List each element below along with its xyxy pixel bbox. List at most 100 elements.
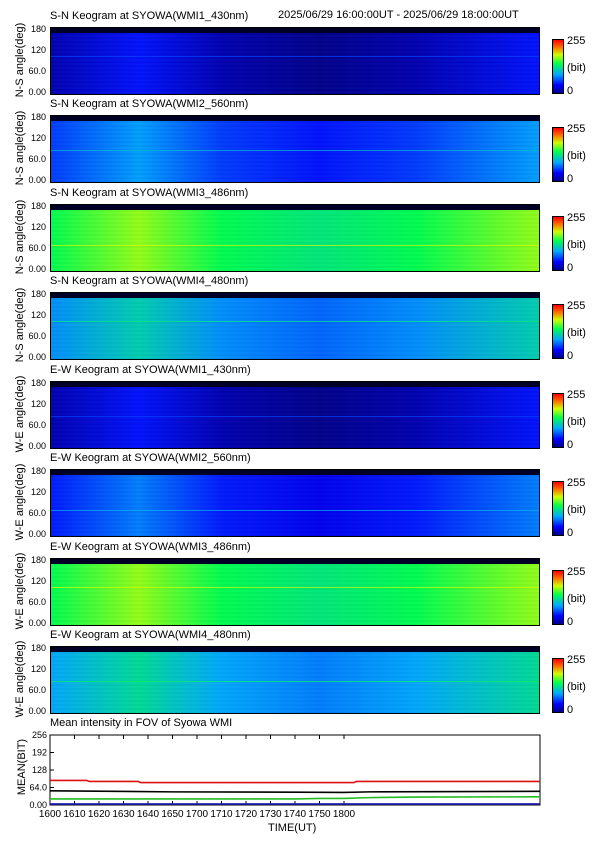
- keogram-ytick: 60.0: [28, 597, 46, 607]
- keogram-fov-edge: [51, 559, 539, 564]
- keogram-fov-edge: [51, 293, 539, 298]
- x-tick-label: 1620: [88, 809, 111, 820]
- keogram-ytick: 120: [30, 222, 46, 232]
- keogram-image-4: [50, 292, 540, 360]
- keogram-ytick: 180: [30, 24, 46, 34]
- keogram-ytick: 180: [30, 466, 46, 476]
- colorbar-unit-label: (bit): [567, 416, 586, 428]
- x-axis-label: TIME(UT): [268, 822, 317, 834]
- keogram-ytick: 120: [30, 310, 46, 320]
- keogram-arc-streak: [51, 416, 539, 417]
- colorbar: [552, 39, 564, 94]
- series-line-560: [50, 795, 541, 800]
- colorbar-max-label: 255: [567, 300, 586, 312]
- keogram-ytick: 60.0: [28, 66, 46, 76]
- colorbar-unit-label: (bit): [567, 239, 586, 251]
- y-tick-label: 0.00: [29, 800, 47, 810]
- keogram-ytick: 60.0: [28, 331, 46, 341]
- colorbar-min-label: 0: [567, 704, 574, 716]
- keogram-ytick: 180: [30, 643, 46, 653]
- x-tick-label: 1750: [308, 809, 331, 820]
- x-tick-label: 1600: [39, 809, 62, 820]
- x-tick-label: 1720: [235, 809, 258, 820]
- keogram-ytick: 0.00: [28, 264, 46, 274]
- colorbar-min-label: 0: [567, 173, 574, 185]
- keogram-image-3: [50, 204, 540, 272]
- colorbar-min-label: 0: [567, 85, 574, 97]
- colorbar: [552, 481, 564, 536]
- keogram-title-8: E-W Keogram at SYOWA(WMI4_480nm): [50, 629, 251, 641]
- keogram-ytick: 60.0: [28, 508, 46, 518]
- colorbar-unit-label: (bit): [567, 681, 586, 693]
- colorbar-unit-label: (bit): [567, 150, 586, 162]
- keogram-arc-streak: [51, 150, 539, 151]
- keogram-fov-edge: [51, 205, 539, 210]
- x-tick-label: 1640: [137, 809, 160, 820]
- keogram-title-6: E-W Keogram at SYOWA(WMI2_560nm): [50, 452, 251, 464]
- colorbar: [552, 658, 564, 713]
- keogram-image-1: [50, 27, 540, 95]
- x-tick-label: 1800: [333, 809, 356, 820]
- keogram-ytick: 120: [30, 664, 46, 674]
- x-tick-label: 1710: [210, 809, 233, 820]
- keogram-ytick: 60.0: [28, 243, 46, 253]
- keogram-title-7: E-W Keogram at SYOWA(WMI3_486nm): [50, 541, 251, 553]
- x-tick-label: 1610: [63, 809, 86, 820]
- keogram-ytick: 180: [30, 201, 46, 211]
- colorbar: [552, 393, 564, 448]
- keogram-ytick: 0.00: [28, 352, 46, 362]
- keogram-arc-streak: [51, 681, 539, 682]
- y-tick-label: 64.0: [29, 783, 47, 793]
- series-line-480: [49, 789, 541, 794]
- keogram-image-5: [50, 381, 540, 449]
- mean-intensity-title: Mean intensity in FOV of Syowa WMI: [50, 717, 233, 729]
- colorbar-min-label: 0: [567, 262, 574, 274]
- keogram-arc-streak: [51, 245, 539, 246]
- x-tick-label: 1730: [259, 809, 282, 820]
- colorbar-max-label: 255: [567, 566, 586, 578]
- x-tick-label: 1630: [112, 809, 135, 820]
- keogram-ytick: 0.00: [28, 175, 46, 185]
- colorbar-max-label: 255: [567, 654, 586, 666]
- keogram-ytick: 0.00: [28, 529, 46, 539]
- keogram-fov-edge: [51, 116, 539, 121]
- keogram-fov-edge: [51, 28, 539, 33]
- keogram-arc-streak: [51, 56, 539, 57]
- keogram-arc-streak: [51, 321, 539, 322]
- colorbar-unit-label: (bit): [567, 327, 586, 339]
- keogram-ytick: 180: [30, 289, 46, 299]
- colorbar-max-label: 255: [567, 212, 586, 224]
- keogram-title-3: S-N Keogram at SYOWA(WMI3_486nm): [50, 187, 249, 199]
- keogram-ytick: 120: [30, 45, 46, 55]
- keogram-ytick: 60.0: [28, 685, 46, 695]
- keogram-ytick: 0.00: [28, 706, 46, 716]
- keogram-image-7: [50, 558, 540, 626]
- colorbar-min-label: 0: [567, 350, 574, 362]
- keogram-title-1: S-N Keogram at SYOWA(WMI1_430nm): [50, 10, 249, 22]
- keogram-ytick: 180: [30, 555, 46, 565]
- keogram-fov-edge: [51, 647, 539, 652]
- colorbar: [552, 127, 564, 182]
- keogram-ytick: 120: [30, 487, 46, 497]
- colorbar-min-label: 0: [567, 527, 574, 539]
- keogram-arc-streak: [51, 587, 539, 588]
- colorbar: [552, 570, 564, 625]
- keogram-fov-edge: [51, 382, 539, 387]
- keogram-ytick: 0.00: [28, 618, 46, 628]
- colorbar-max-label: 255: [567, 35, 586, 47]
- keogram-ytick: 180: [30, 378, 46, 388]
- keogram-ytick: 120: [30, 133, 46, 143]
- time-range: 2025/06/29 16:00:00UT - 2025/06/29 18:00…: [278, 9, 519, 21]
- keogram-image-2: [50, 115, 540, 183]
- colorbar-unit-label: (bit): [567, 504, 586, 516]
- keogram-ytick: 0.00: [28, 441, 46, 451]
- keogram-title-5: E-W Keogram at SYOWA(WMI1_430nm): [50, 364, 251, 376]
- keogram-image-8: [50, 646, 540, 714]
- colorbar-max-label: 255: [567, 389, 586, 401]
- keogram-title-2: S-N Keogram at SYOWA(WMI2_560nm): [50, 98, 249, 110]
- keogram-ytick: 60.0: [28, 420, 46, 430]
- keogram-fov-edge: [51, 470, 539, 475]
- colorbar-min-label: 0: [567, 439, 574, 451]
- colorbar-unit-label: (bit): [567, 593, 586, 605]
